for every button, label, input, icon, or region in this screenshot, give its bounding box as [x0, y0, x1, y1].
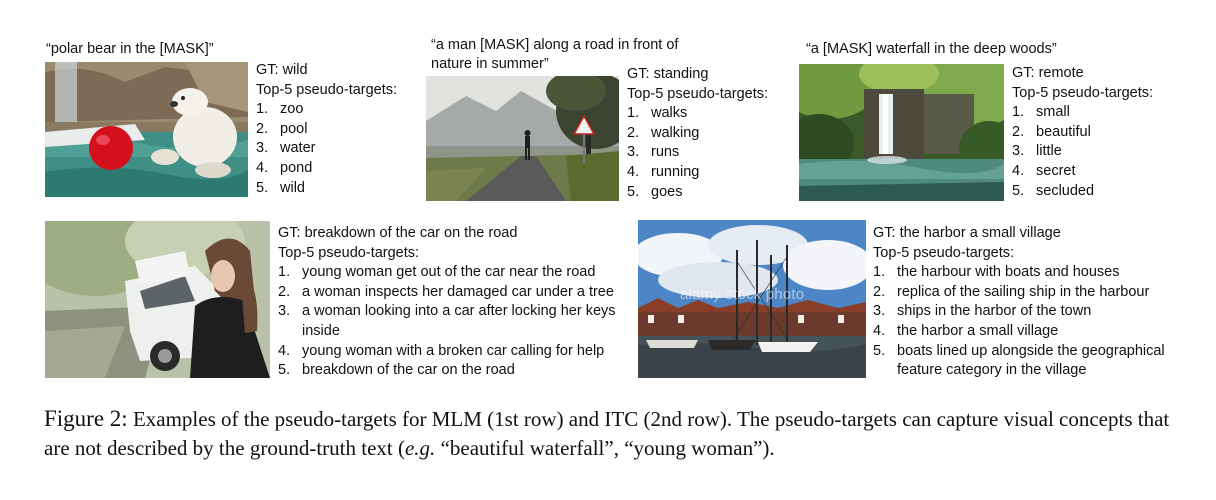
panel3-caption: “a [MASK] waterfall in the deep woods” — [806, 41, 1057, 57]
list-item: 2. a woman inspects her damaged car under… — [278, 283, 614, 300]
list-item: 4. young woman with a broken car calling … — [278, 342, 605, 359]
harbor-image: alamy stock photo — [638, 220, 866, 378]
list-item: 3. runs — [627, 144, 680, 161]
list-item: 5. boats lined up alongside the geographi… — [873, 342, 1165, 379]
list-item: 2. pool — [256, 120, 308, 137]
list-item: 1. zoo — [256, 101, 304, 118]
list-item: 5. secluded — [1012, 182, 1095, 199]
waterfall-image — [799, 64, 1004, 201]
figure-caption: Figure 2: Examples of the pseudo-targets… — [44, 404, 1194, 463]
caption-text-part1: Examples of the pseudo-targets for MLM (… — [44, 407, 1170, 460]
list-item: 2. walking — [627, 124, 700, 141]
list-item: 5. wild — [256, 179, 305, 196]
caption-text-part2: “beautiful waterfall”, “young woman”). — [435, 436, 775, 460]
ground-truth-label: GT: breakdown of the car on the road — [278, 225, 518, 241]
list-item: 5. breakdown of the car on the road — [278, 362, 515, 379]
figure-label: Figure 2: — [44, 406, 128, 431]
ground-truth-label: GT: the harbor a small village — [873, 225, 1061, 241]
pseudo-targets-heading: Top-5 pseudo-targets: — [1012, 84, 1154, 101]
road-walker-image — [426, 76, 619, 201]
pseudo-targets-heading: Top-5 pseudo-targets: — [278, 244, 420, 261]
list-item: 3. little — [1012, 143, 1062, 160]
panel1-caption: “polar bear in the [MASK]” — [46, 41, 214, 57]
list-item: 3. water — [256, 140, 316, 157]
panel1-info: GT: wild Top-5 pseudo-targets: 1. zoo 2. p… — [256, 61, 426, 198]
list-item: 3. a woman looking into a car after locki… — [278, 303, 616, 339]
list-item: 3. ships in the harbor of the town — [873, 303, 1092, 320]
list-item: 1. the harbour with boats and houses — [873, 264, 1120, 281]
panel2-info: GT: standing Top-5 pseudo-targets: 1. wal… — [627, 65, 797, 202]
list-item: 4. the harbor a small village — [873, 322, 1059, 339]
ground-truth-label: GT: wild — [256, 62, 308, 78]
polar-bear-image — [45, 62, 248, 197]
pseudo-targets-heading: Top-5 pseudo-targets: — [256, 81, 398, 98]
list-item: 4. secret — [1012, 162, 1076, 179]
list-item: 2. replica of the sailing ship in the har… — [873, 283, 1150, 300]
panel2-caption: “a man [MASK] along a road in front of n… — [431, 37, 679, 72]
list-item: 2. beautiful — [1012, 123, 1091, 140]
list-item: 1. young woman get out of the car near th… — [278, 264, 596, 281]
panel5-info: GT: the harbor a small village Top-5 pse… — [873, 224, 1193, 381]
pseudo-targets-heading: Top-5 pseudo-targets: — [873, 244, 1015, 261]
list-item: 4. running — [627, 163, 700, 180]
woman-car-image — [45, 221, 270, 378]
caption-eg: e.g. — [404, 436, 436, 460]
list-item: 1. walks — [627, 105, 688, 122]
panel3-info: GT: remote Top-5 pseudo-targets: 1. small… — [1012, 64, 1182, 201]
ground-truth-label: GT: remote — [1012, 65, 1084, 81]
list-item: 5. goes — [627, 183, 683, 200]
panel4-info: GT: breakdown of the car on the road Top… — [278, 224, 633, 381]
list-item: 4. pond — [256, 159, 313, 176]
ground-truth-label: GT: standing — [627, 66, 709, 82]
pseudo-targets-heading: Top-5 pseudo-targets: — [627, 85, 769, 102]
stock-photo-watermark: alamy stock photo — [680, 286, 805, 303]
list-item: 1. small — [1012, 104, 1070, 121]
